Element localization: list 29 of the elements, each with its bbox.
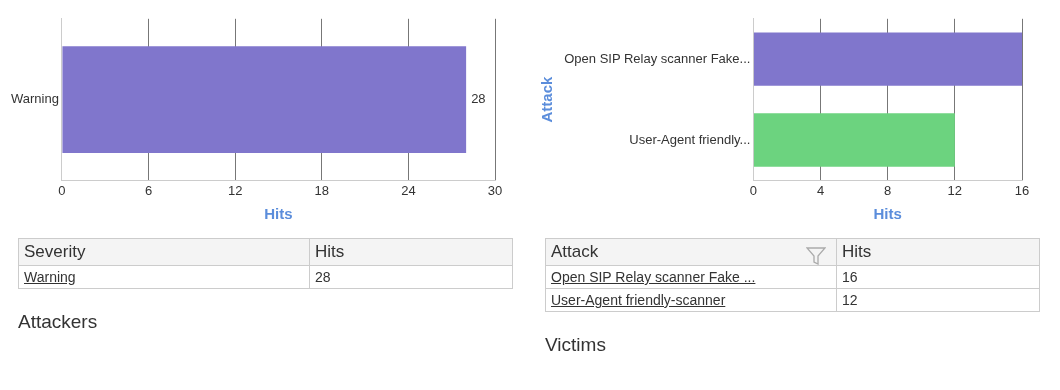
x-axis-title: Hits: [873, 205, 902, 223]
text: Hits: [309, 238, 513, 266]
text: Attack: [551, 242, 599, 261]
x-tick-label: 6: [144, 182, 153, 198]
x-tick-label: 30: [487, 182, 503, 198]
x-tick-label: 4: [816, 182, 825, 198]
y-axis-title: Attack: [538, 76, 556, 123]
text: Open SIP Relay scanner Fake ...: [545, 265, 837, 289]
text: 12: [836, 288, 1040, 312]
x-tick-label: 24: [401, 182, 416, 198]
text: 28: [309, 265, 513, 289]
text: Hits: [836, 238, 1040, 266]
y-tick-label: Open SIP Relay scanner Fake...: [564, 50, 751, 66]
x-tick-label: 12: [227, 182, 243, 198]
text: Victims: [545, 334, 607, 356]
x-tick-label: 0: [749, 182, 758, 198]
data-label: 28: [471, 91, 486, 107]
text: Attackers: [18, 311, 99, 333]
x-tick-label: 18: [314, 182, 329, 198]
text: 16: [836, 265, 1040, 289]
x-tick-label: 8: [884, 182, 892, 198]
text: User-Agent friendly-scanner: [545, 288, 837, 312]
x-tick-label: 0: [58, 182, 66, 198]
x-axis-title: Hits: [264, 205, 293, 223]
x-tick-label: 16: [1014, 182, 1030, 198]
y-tick-label: User-Agent friendly...: [629, 131, 751, 147]
text: Severity: [24, 242, 86, 261]
text: Warning: [18, 265, 310, 289]
x-tick-label: 12: [947, 182, 963, 198]
